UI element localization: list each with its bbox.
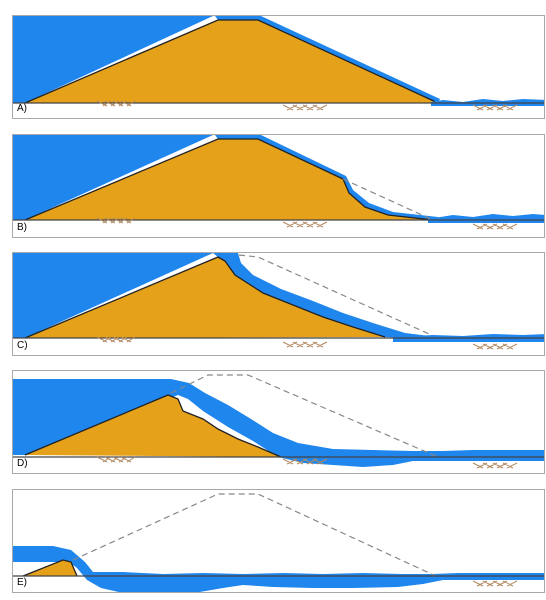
dam-body xyxy=(25,257,385,338)
panel-a: A) xyxy=(12,15,545,119)
reservoir-water xyxy=(13,253,213,338)
dam-outline xyxy=(22,559,78,577)
reservoir-water xyxy=(13,379,544,467)
dam-outline xyxy=(24,138,434,221)
panel-label: E) xyxy=(17,577,27,588)
original-dam-profile xyxy=(72,493,439,578)
dam-remnant xyxy=(23,560,77,576)
panel-b-drawing xyxy=(13,135,544,230)
dam-outline xyxy=(24,394,282,458)
breach-flow xyxy=(213,253,443,340)
panel-b: B) xyxy=(12,134,545,238)
original-dam-profile xyxy=(170,374,439,458)
original-dam-slope xyxy=(342,178,434,221)
flood-water xyxy=(13,546,544,592)
dam-outline xyxy=(24,256,386,339)
ground-hatch xyxy=(472,580,518,587)
ground-hatch xyxy=(96,456,518,469)
dam-outline xyxy=(24,19,439,104)
panel-d-drawing xyxy=(13,374,544,469)
ground-hatch xyxy=(96,336,518,350)
panel-label: D) xyxy=(17,458,28,469)
original-dam-profile xyxy=(238,254,439,339)
panel-e: E) xyxy=(12,489,545,593)
panel-a-drawing xyxy=(13,16,544,111)
downstream-water xyxy=(428,214,544,223)
panel-c-drawing xyxy=(13,253,544,350)
dam-remnant xyxy=(25,395,281,457)
panel-e-drawing xyxy=(13,493,544,592)
ground-hatch xyxy=(96,100,518,111)
dam-body xyxy=(25,20,438,103)
panel-c: C) xyxy=(12,252,545,356)
dam-body xyxy=(25,139,433,220)
ground-hatch xyxy=(96,217,518,230)
panel-label: C) xyxy=(17,340,28,351)
reservoir-water xyxy=(13,135,213,220)
panel-d: D) xyxy=(12,370,545,474)
reservoir-water xyxy=(13,16,213,103)
panel-label: B) xyxy=(17,222,27,233)
panel-label: A) xyxy=(17,103,27,114)
